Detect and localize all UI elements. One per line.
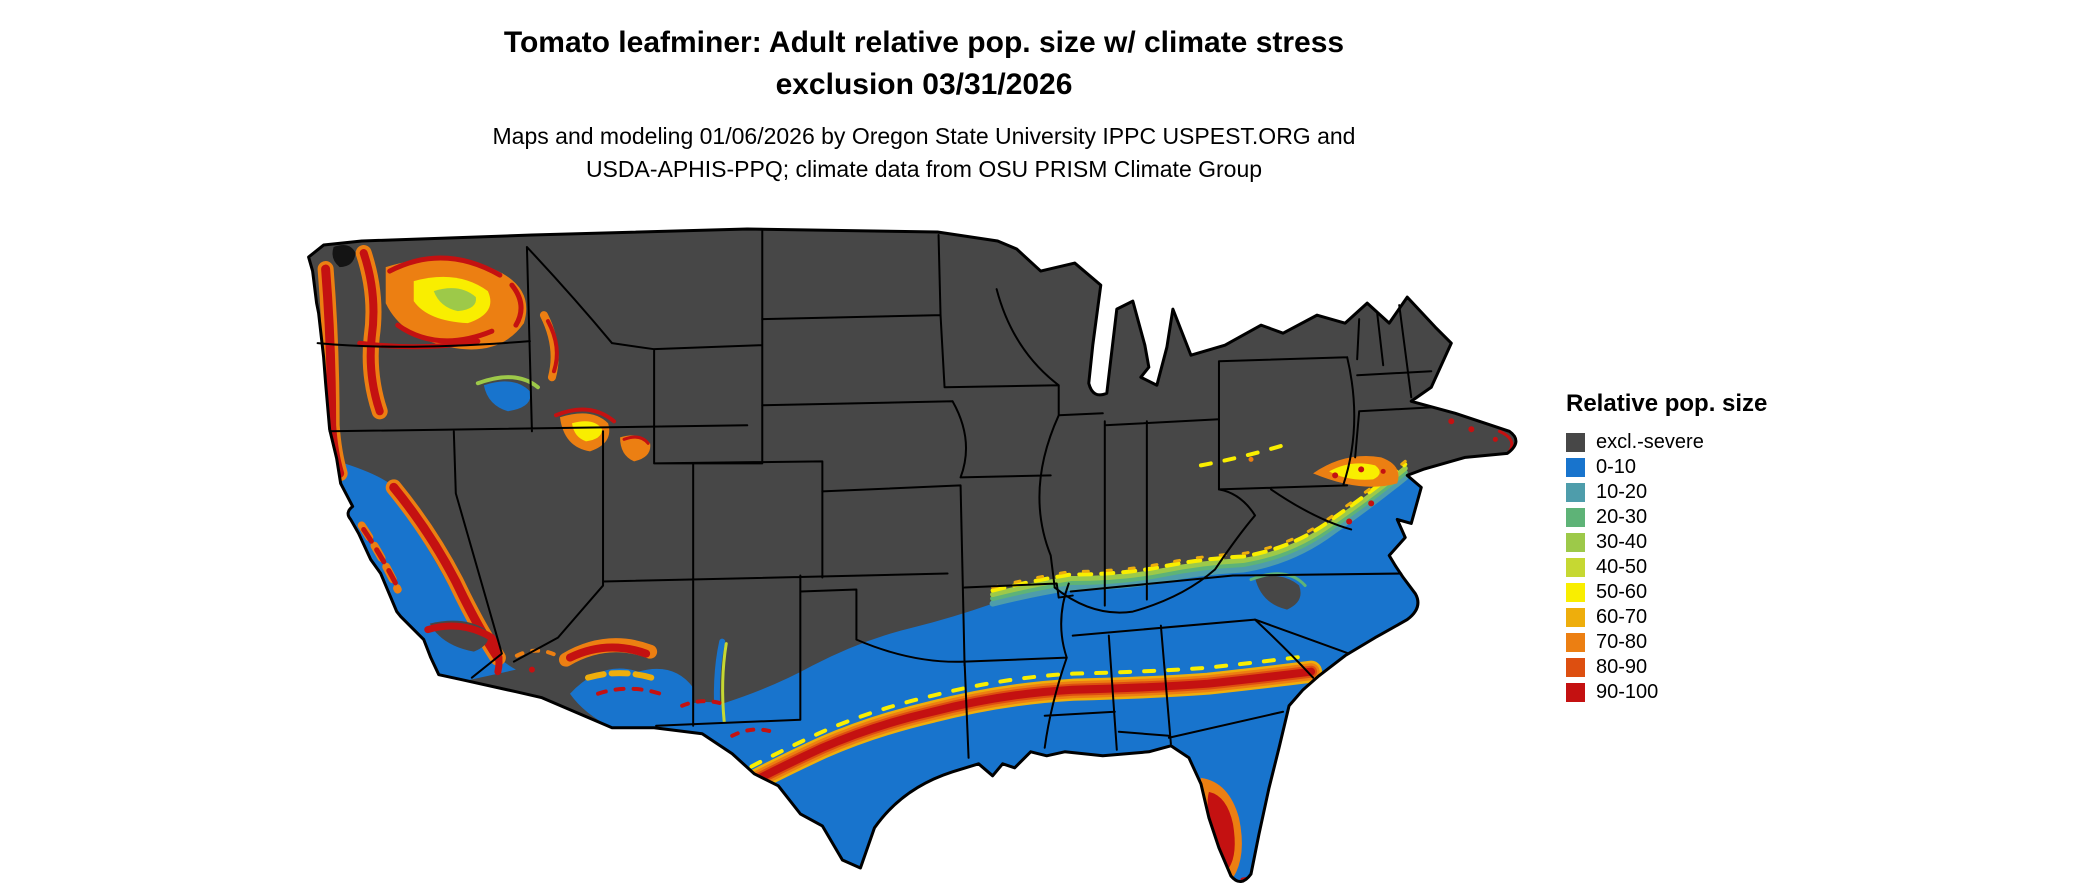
legend-item: 60-70 xyxy=(1566,605,1886,630)
legend-item: excl.-severe xyxy=(1566,430,1886,455)
legend-swatch xyxy=(1566,533,1585,552)
legend-swatch xyxy=(1566,633,1585,652)
conus-map-svg xyxy=(307,227,1518,883)
title-line-2: exclusion 03/31/2026 xyxy=(775,68,1073,101)
legend-swatch xyxy=(1566,508,1585,527)
map-subtitle: Maps and modeling 01/06/2026 by Oregon S… xyxy=(0,120,1848,186)
region-sierra-socal xyxy=(357,479,506,676)
region-riogrande-fringe xyxy=(721,642,728,724)
legend-label: 70-80 xyxy=(1596,631,1648,653)
legend-item: 10-20 xyxy=(1566,480,1886,505)
legend-label: 90-100 xyxy=(1596,681,1659,703)
legend-item: 80-90 xyxy=(1566,655,1886,680)
legend-label: 40-50 xyxy=(1596,556,1648,578)
map-title: Tomato leafminer: Adult relative pop. si… xyxy=(0,22,1848,106)
legend-item: 30-40 xyxy=(1566,530,1886,555)
region-riogrande-valley xyxy=(713,638,726,729)
legend-label: 60-70 xyxy=(1596,606,1648,628)
state-borders xyxy=(316,230,1435,759)
legend-label: 80-90 xyxy=(1596,656,1648,678)
legend-label: 10-20 xyxy=(1596,481,1648,503)
subtitle-line-1: Maps and modeling 01/06/2026 by Oregon S… xyxy=(492,123,1356,149)
legend-item: 40-50 xyxy=(1566,555,1886,580)
legend-label: 20-30 xyxy=(1596,506,1648,528)
legend-label: 0-10 xyxy=(1596,456,1637,478)
region-arizona-mottle xyxy=(514,638,775,738)
legend-swatch xyxy=(1566,608,1585,627)
legend-item: 0-10 xyxy=(1566,455,1886,480)
legend-label: 50-60 xyxy=(1596,581,1648,603)
legend-swatch xyxy=(1566,433,1585,452)
legend-label: excl.-severe xyxy=(1596,431,1704,453)
legend-swatch xyxy=(1566,658,1585,677)
legend-items: excl.-severe 0-10 10-20 20-30 30-40 40-50 50-6… xyxy=(1566,430,1886,705)
legend-swatch xyxy=(1566,483,1585,502)
state-borders-east xyxy=(1053,418,1403,751)
legend-item: 50-60 xyxy=(1566,580,1886,605)
us-map xyxy=(300,225,1525,891)
region-pacific-northwest xyxy=(317,245,559,482)
title-line-1: Tomato leafminer: Adult relative pop. si… xyxy=(503,26,1345,59)
region-olympics-black xyxy=(332,245,356,268)
state-borders-northeast xyxy=(1217,304,1435,531)
region-great-basin-hotspots xyxy=(553,407,651,462)
legend-item: 90-100 xyxy=(1566,680,1886,705)
legend: Relative pop. size excl.-severe 0-10 10-20… xyxy=(1566,390,1886,705)
legend-title: Relative pop. size xyxy=(1566,390,1768,417)
legend-item: 70-80 xyxy=(1566,630,1886,655)
legend-label: 30-40 xyxy=(1596,531,1648,553)
state-borders-west xyxy=(316,230,966,727)
legend-swatch xyxy=(1566,458,1585,477)
header: Tomato leafminer: Adult relative pop. si… xyxy=(0,22,1848,186)
conus-outline xyxy=(307,227,1518,883)
subtitle-line-2: USDA-APHIS-PPQ; climate data from OSU PR… xyxy=(585,156,1263,182)
legend-swatch xyxy=(1566,558,1585,577)
legend-item: 20-30 xyxy=(1566,505,1886,530)
legend-swatch xyxy=(1566,683,1585,702)
legend-swatch xyxy=(1566,583,1585,602)
region-arizona-blue xyxy=(569,668,694,728)
